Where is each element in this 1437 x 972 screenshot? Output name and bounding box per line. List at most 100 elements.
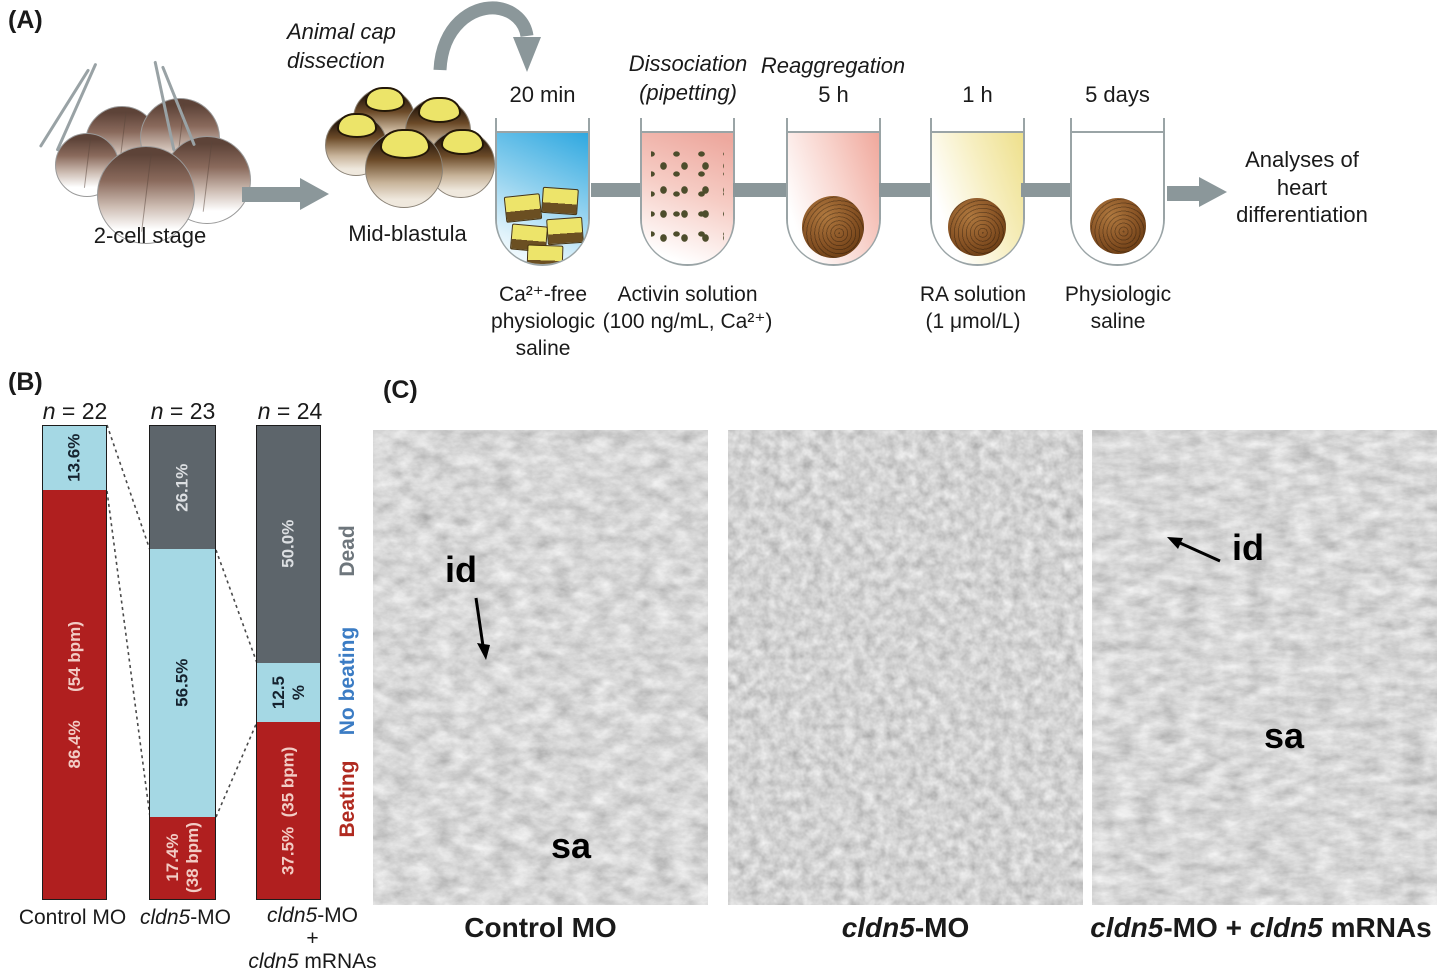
xlabel-line1: cldn5-MO — [240, 904, 385, 927]
tube4-time-label: 1 h — [962, 82, 993, 107]
label-rest: -MO — [190, 906, 232, 929]
step-connector — [879, 183, 930, 197]
mid-blastula-cluster — [325, 87, 495, 218]
segment-beating: 37.5% (35 bpm) — [257, 721, 320, 899]
tube5-time-label: 5 days — [1085, 82, 1150, 107]
segment-value-line2: % — [288, 684, 308, 700]
label-rest: mRNAs — [298, 950, 377, 972]
caption-rest: mRNAs — [1322, 912, 1432, 943]
xlabel-control-mo: Control MO — [18, 906, 127, 929]
xlabel-cldn5-mo: cldn5-MO — [138, 906, 233, 929]
two-cell-embryo-cluster — [38, 60, 251, 244]
blastula-embryo — [365, 128, 443, 208]
stacked-bar-cldn5-mo-rescue: 50.0% 12.5% 37.5% (35 bpm) — [256, 425, 321, 900]
legend-dead: Dead — [336, 525, 359, 577]
em-image-control-mo: id sa — [373, 430, 708, 905]
tube1-liquid — [497, 131, 588, 264]
segment-value-line1: 17.4% — [162, 833, 182, 882]
xlabel-line3: cldn5 mRNAs — [240, 950, 385, 972]
segment-value: 12.5% — [269, 676, 308, 709]
em-micrograph-texture — [728, 430, 1083, 905]
n-var: n — [257, 398, 271, 424]
tube2-solution-label: Activin solution (100 ng/mL, Ca²⁺) — [602, 283, 773, 333]
tube2-liquid — [642, 131, 733, 264]
tube-reaggregation — [786, 118, 881, 266]
tube2-process-label: Dissociation (pipetting) — [628, 51, 748, 105]
sarcomere-marker: sa — [1264, 715, 1305, 756]
tube5-solution-label: Physiologic saline — [1064, 283, 1172, 333]
n-var: n — [42, 398, 56, 424]
stacked-bar-control-mo: 13.6% 86.4% (54 bpm) — [42, 425, 107, 900]
stacked-bar-cldn5-mo: 26.1% 56.5% 17.4% (38 bpm) — [149, 425, 216, 900]
segment-value-line2: (38 bpm) — [182, 822, 202, 894]
tube-saline-ca-free — [495, 118, 590, 266]
segment-value: 37.5% (35 bpm) — [278, 746, 298, 875]
segment-no-beating: 56.5% — [150, 549, 215, 817]
id-arrow — [474, 597, 490, 660]
segment-value: 26.1% — [172, 463, 192, 512]
segment-value: 50.0% — [278, 520, 298, 569]
legend-no-beating: No beating — [336, 626, 359, 736]
animal-cap — [365, 87, 406, 112]
sarcomere-marker: sa — [551, 825, 592, 866]
tube1-time-label: 20 min — [509, 82, 576, 107]
cell-aggregate — [802, 196, 864, 258]
intercalated-disc-marker: id — [1232, 527, 1264, 568]
dissociated-cells — [651, 151, 724, 249]
curved-arrow-icon — [433, 1, 541, 72]
animal-cap — [440, 129, 485, 156]
step-connector — [591, 183, 641, 197]
segment-no-beating: 12.5% — [257, 662, 320, 722]
gene-name: cldn5 — [841, 912, 915, 943]
em-micrograph-texture — [373, 430, 708, 905]
embryo — [97, 146, 195, 244]
gene-name: cldn5 — [248, 950, 299, 972]
animal-cap — [418, 97, 461, 123]
xlabel-cldn5-mo-rescue: cldn5-MO + cldn5 mRNAs — [240, 904, 385, 972]
tube4-solution-label: RA solution (1 μmol/L) — [919, 283, 1027, 333]
em-image-cldn5-mo — [728, 430, 1083, 905]
tube3-time-label: 5 h — [818, 82, 849, 107]
gene-name: cldn5 — [266, 904, 318, 927]
legend-beating: Beating — [336, 760, 359, 838]
tube-physiologic-saline — [1070, 118, 1165, 266]
segment-value: 13.6% — [64, 434, 84, 483]
step-connector — [733, 183, 786, 197]
em-micrograph-texture — [1092, 430, 1437, 905]
id-arrow — [1167, 537, 1221, 563]
animal-cap-dissection-label: Animal cap dissection — [287, 19, 396, 73]
bar-connector-lines — [106, 424, 258, 818]
segment-no-beating: 13.6% — [43, 426, 106, 491]
panel-a-label: (A) — [8, 6, 43, 34]
segment-value: 86.4% (54 bpm) — [64, 620, 84, 769]
n-label-bar2: n = 23 — [143, 398, 223, 425]
stage-midblastula-label: Mid-blastula — [348, 221, 467, 246]
n-value: = 22 — [55, 398, 108, 424]
panel-b-label: (B) — [8, 368, 43, 396]
segment-beating: 86.4% (54 bpm) — [43, 490, 106, 899]
n-value: = 24 — [270, 398, 323, 424]
em-image-cldn5-mo-rescue: id sa — [1092, 430, 1437, 905]
panel-c-label: (C) — [383, 376, 418, 404]
caption-mid: -MO + — [1163, 912, 1250, 943]
animal-cap-explant — [546, 216, 584, 246]
blastula-embryo — [427, 129, 495, 198]
gene-name: cldn5 — [1249, 912, 1323, 943]
segment-beating: 17.4% (38 bpm) — [150, 816, 215, 899]
em-caption-cldn5-mo-rescue: cldn5-MO + cldn5 mRNAs — [1085, 912, 1437, 944]
animal-cap-explant — [541, 186, 579, 216]
xlabel-line2: + — [306, 927, 319, 951]
animal-cap — [337, 113, 378, 138]
tube5-liquid — [1072, 131, 1163, 264]
gene-name: cldn5 — [139, 906, 191, 929]
segment-value-line1: 12.5 — [268, 675, 288, 709]
n-label-bar1: n = 22 — [35, 398, 115, 425]
n-label-bar3: n = 24 — [250, 398, 330, 425]
stage-2cell-label: 2-cell stage — [93, 223, 207, 248]
cell-aggregate — [948, 198, 1006, 256]
gene-name: cldn5 — [1090, 912, 1164, 943]
animal-cap-explant — [503, 193, 543, 223]
em-caption-control-mo: Control MO — [464, 912, 617, 943]
tube-ra-solution — [930, 118, 1025, 266]
